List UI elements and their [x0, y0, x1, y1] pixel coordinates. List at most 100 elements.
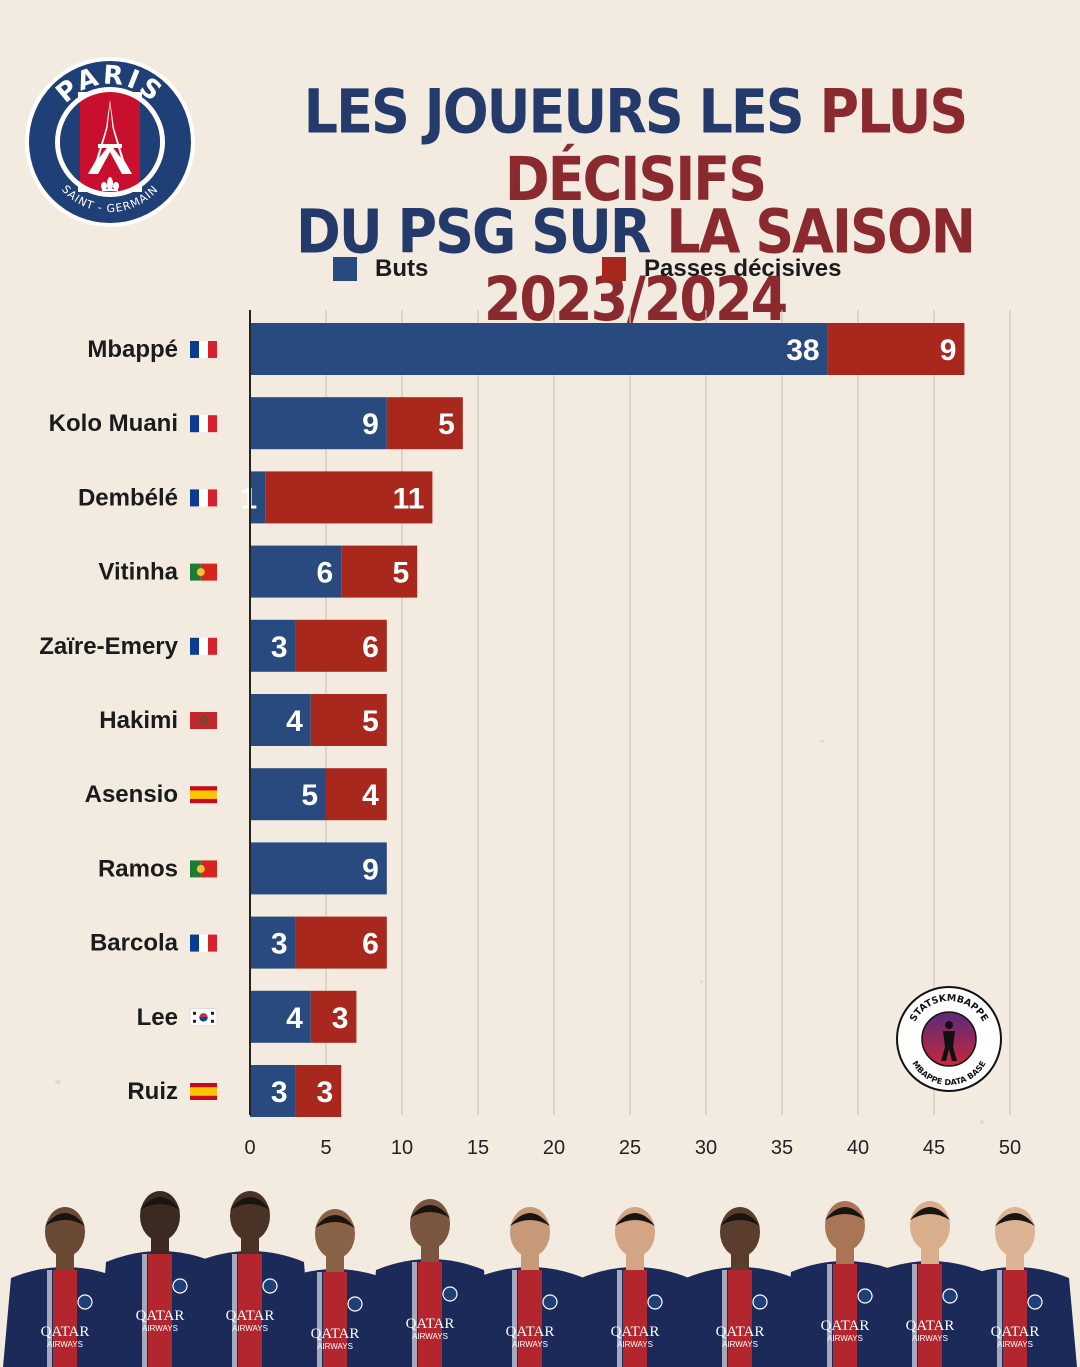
- title-line2-part2: LA SAISON 2023/2024: [483, 196, 976, 335]
- sponsor-airways-0: AIRWAYS: [47, 1340, 83, 1349]
- x-tick-label-10: 10: [391, 1137, 413, 1159]
- fleur-de-lys-icon: [101, 177, 119, 191]
- sponsor-airways-4: AIRWAYS: [412, 1332, 448, 1341]
- data-label-buts-6: 5: [301, 779, 318, 812]
- bar-passes-10: [295, 1065, 342, 1117]
- flag-spain-icon: [190, 786, 217, 804]
- data-label-buts-1: 9: [362, 408, 379, 441]
- flag-spain-icon: [190, 1083, 217, 1100]
- sponsor-qatar-10: QATAR: [991, 1324, 1040, 1340]
- sponsor-airways-7: AIRWAYS: [722, 1340, 758, 1349]
- title-line1-part2: PLUS DÉCISIFS: [504, 76, 968, 215]
- data-label-buts-8: 3: [271, 928, 288, 961]
- data-label-passes-0: 9: [940, 334, 957, 367]
- sponsor-qatar-3: QATAR: [311, 1326, 360, 1342]
- legend-label-passes: Passes décisives: [644, 255, 842, 282]
- flag-france-icon: [190, 415, 217, 433]
- statskmbappe-badge: STATSKMBAPPE MBAPPE DATA BASE: [896, 986, 1002, 1092]
- title-line1-part1: LES JOUEURS LES: [303, 76, 820, 148]
- sponsor-airways-6: AIRWAYS: [617, 1340, 653, 1349]
- legend-swatch-buts: [333, 257, 357, 281]
- data-label-buts-2: 1: [241, 482, 258, 515]
- data-label-buts-5: 4: [286, 705, 303, 738]
- category-label-2: Dembélé: [78, 484, 178, 511]
- sponsor-airways-10: AIRWAYS: [997, 1340, 1033, 1349]
- x-tick-label-5: 5: [320, 1137, 331, 1159]
- bar-buts-8: [250, 916, 296, 969]
- bar-buts-3: [250, 545, 342, 598]
- flag-france-icon: [190, 934, 217, 952]
- flag-france-icon: [190, 489, 217, 507]
- category-label-0: Mbappé: [87, 336, 178, 363]
- data-label-passes-3: 5: [393, 557, 410, 590]
- x-tick-label-40: 40: [847, 1137, 869, 1159]
- data-label-passes-4: 6: [362, 631, 379, 664]
- flag-korea-icon: [189, 1008, 218, 1027]
- x-tick-label-45: 45: [923, 1137, 945, 1159]
- x-tick-label-25: 25: [619, 1137, 641, 1159]
- bar-buts-7: [250, 842, 387, 895]
- bar-passes-4: [295, 619, 387, 672]
- sponsor-airways-3: AIRWAYS: [317, 1342, 353, 1351]
- sponsor-qatar-7: QATAR: [716, 1324, 765, 1340]
- sponsor-qatar-4: QATAR: [406, 1316, 455, 1332]
- category-label-5: Hakimi: [99, 707, 178, 734]
- bar-passes-1: [386, 397, 463, 450]
- bar-passes-8: [295, 916, 387, 969]
- psg-logo: PARIS SAINT - GERMAIN: [25, 57, 195, 227]
- sponsor-airways-2: AIRWAYS: [232, 1324, 268, 1333]
- sponsor-airways-8: AIRWAYS: [827, 1334, 863, 1343]
- category-label-4: Zaïre-Emery: [39, 633, 178, 660]
- sponsor-qatar-9: QATAR: [906, 1318, 955, 1334]
- page-title: LES JOUEURS LES PLUS DÉCISIFS DU PSG SUR…: [205, 78, 1065, 332]
- legend-item-passes: Passes décisives: [602, 255, 842, 283]
- flag-france-icon: [190, 341, 217, 358]
- data-label-passes-8: 6: [362, 928, 379, 961]
- category-label-8: Barcola: [90, 930, 179, 957]
- data-label-passes-9: 3: [332, 1002, 349, 1035]
- data-label-passes-1: 5: [438, 408, 455, 441]
- sponsor-qatar-6: QATAR: [611, 1324, 660, 1340]
- legend-item-buts: Buts: [333, 255, 428, 283]
- bar-passes-6: [326, 768, 387, 821]
- sponsor-airways-9: AIRWAYS: [912, 1334, 948, 1343]
- category-label-10: Ruiz: [127, 1078, 178, 1105]
- sponsor-airways-5: AIRWAYS: [512, 1340, 548, 1349]
- x-tick-label-50: 50: [999, 1137, 1021, 1159]
- sponsor-airways-1: AIRWAYS: [142, 1324, 178, 1333]
- sponsor-qatar-1: QATAR: [136, 1308, 185, 1324]
- data-label-buts-9: 4: [286, 1002, 303, 1035]
- x-tick-label-0: 0: [244, 1137, 255, 1159]
- sponsor-qatar-5: QATAR: [506, 1324, 555, 1340]
- bar-buts-4: [250, 619, 296, 672]
- bar-passes-9: [310, 990, 357, 1043]
- legend-label-buts: Buts: [375, 255, 429, 282]
- data-label-buts-3: 6: [317, 557, 334, 590]
- data-label-buts-4: 3: [271, 631, 288, 664]
- sponsor-qatar-0: QATAR: [41, 1324, 90, 1340]
- data-label-passes-10: 3: [317, 1076, 334, 1109]
- x-tick-label-35: 35: [771, 1137, 793, 1159]
- data-label-buts-0: 38: [786, 334, 819, 367]
- category-label-3: Vitinha: [98, 559, 178, 586]
- bar-buts-2: [250, 471, 266, 524]
- data-label-passes-2: 11: [393, 482, 425, 515]
- bar-buts-9: [250, 990, 311, 1043]
- bar-buts-0: [250, 323, 828, 375]
- bar-passes-3: [341, 545, 418, 598]
- title-line2-part1: DU PSG SUR: [296, 196, 667, 268]
- legend-swatch-passes: [602, 257, 626, 281]
- bar-passes-5: [310, 694, 387, 746]
- bar-buts-10: [250, 1065, 296, 1117]
- category-label-1: Kolo Muani: [49, 410, 178, 437]
- flag-france-icon: [190, 637, 217, 655]
- data-label-passes-6: 4: [362, 779, 379, 812]
